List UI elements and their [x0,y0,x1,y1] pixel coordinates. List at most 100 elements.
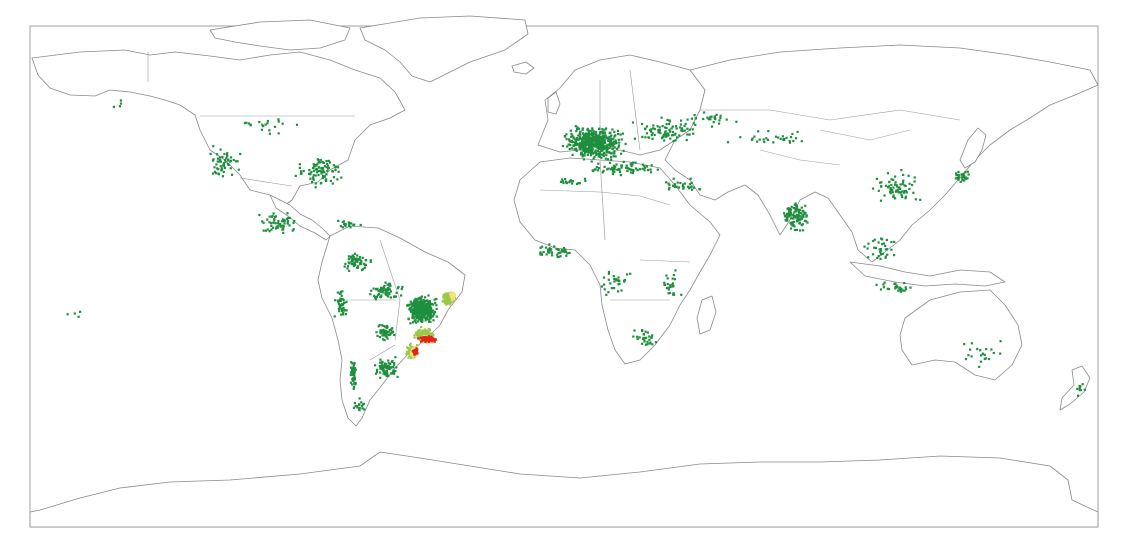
occurrence-point-low [804,204,807,207]
occurrence-point-low [418,307,421,310]
occurrence-point-low [640,342,644,345]
occurrence-point-low [673,183,676,186]
occurrence-point-low [801,229,805,232]
occurrence-point-low [232,158,235,162]
occurrence-point-low [571,180,574,183]
occurrence-point-low [340,313,343,316]
occurrence-point-low [384,288,387,291]
occurrence-point-low [642,333,645,336]
occurrence-point-low [630,171,633,174]
occurrence-point-low [582,133,585,136]
occurrence-point-low [334,166,337,169]
occurrence-point-low [602,147,605,151]
occurrence-point-low [597,145,600,148]
occurrence-point-low [226,155,229,158]
occurrence-point-low [584,179,587,183]
occurrence-point-low [648,335,651,338]
occurrence-point-low [654,341,657,344]
occurrence-point-low [356,406,359,409]
occurrence-point-low [341,290,344,293]
occurrence-point-low [589,137,592,140]
occurrence-point-low [319,169,322,172]
occurrence-point-low [387,359,390,362]
occurrence-point-low [882,283,885,286]
occurrence-point-low [379,376,382,379]
occurrence-point-low [393,362,396,365]
occurrence-point-low [652,127,655,130]
occurrence-point-low [892,186,895,189]
occurrence-point-low [217,157,220,160]
occurrence-point-low [642,337,645,341]
occurrence-point-medium [442,293,445,296]
occurrence-point-low [569,144,572,147]
occurrence-point-low [311,180,314,183]
occurrence-point-low [667,286,670,289]
occurrence-point-low [793,203,796,206]
occurrence-point-low [614,155,617,158]
occurrence-point-low [668,119,671,122]
occurrence-point-low [321,177,324,180]
occurrence-point-low [339,290,342,294]
occurrence-point-low [976,347,979,351]
border-brazil-west [379,239,401,341]
occurrence-point-low [605,293,608,296]
occurrence-point-low [610,138,613,141]
occurrence-point-low [565,254,568,257]
occurrence-point-low [336,178,339,181]
occurrence-point-low [344,262,347,265]
occurrence-point-low [607,158,610,161]
occurrence-point-low [562,181,565,185]
occurrence-point-low [387,364,390,368]
occurrence-point-low [547,249,550,252]
occurrence-point-low [750,138,754,141]
occurrence-point-low [963,179,966,182]
occurrence-point-low [600,149,604,152]
occurrence-point-low [271,214,274,217]
occurrence-point-low [385,369,388,372]
occurrence-point-low [578,136,581,139]
occurrence-point-low [426,299,429,302]
occurrence-point-low [394,369,397,372]
occurrence-point-low [351,373,354,376]
occurrence-point-low [381,329,384,332]
occurrence-point-low [413,315,416,318]
occurrence-point-low [318,169,321,172]
occurrence-point-medium [447,302,450,305]
occurrence-point-low [884,244,887,247]
occurrence-point-low [903,282,906,285]
occurrence-point-low [429,320,432,323]
occurrence-point-low [668,186,671,189]
occurrence-point-low [422,298,425,302]
occurrence-point-low [610,158,613,161]
occurrence-point-medium [443,296,446,299]
occurrence-point-very-high [420,340,424,343]
occurrence-point-low [643,166,647,169]
occurrence-point-low [595,133,598,136]
occurrence-point-low [245,121,248,124]
landmass-new-zealand [1059,365,1091,411]
occurrence-point-low [435,315,438,318]
occurrence-point-low [576,128,579,131]
occurrence-point-low [789,221,792,224]
occurrence-point-low [891,189,894,192]
occurrence-point-low [644,136,647,139]
occurrence-point-low [568,147,571,151]
occurrence-point-low [383,333,386,336]
occurrence-point-low [593,133,596,136]
occurrence-point-low [621,132,624,135]
occurrence-point-low [656,125,659,128]
occurrence-point-low [584,139,587,142]
occurrence-point-low [249,124,252,127]
occurrence-point-low [665,135,668,138]
occurrence-point-low [792,213,795,216]
occurrence-point-low [799,211,803,214]
occurrence-point-low [686,127,689,130]
occurrence-point-medium [407,346,410,350]
occurrence-point-low [878,248,881,251]
occurrence-point-low [894,287,897,290]
occurrence-point-low [352,378,355,381]
occurrence-point-low [562,249,565,252]
occurrence-point-low [623,278,627,282]
occurrence-point-low [387,333,390,336]
occurrence-point-low [424,304,428,307]
